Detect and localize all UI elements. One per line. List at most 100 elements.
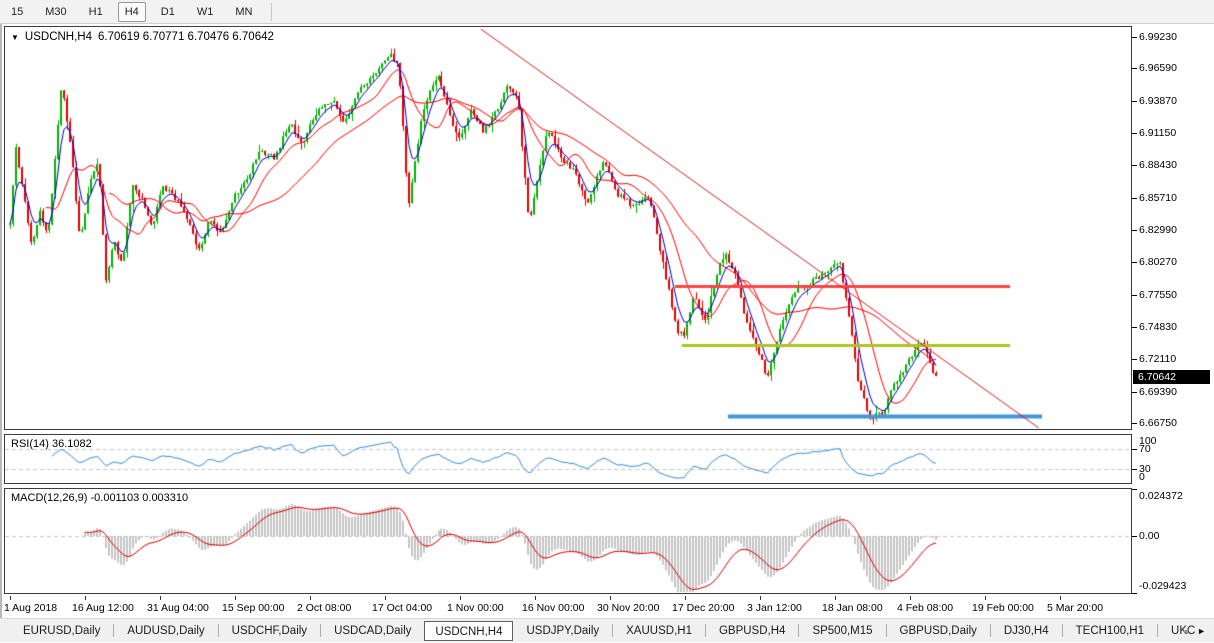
time-axis-tick	[460, 596, 461, 600]
time-axis-tick	[535, 596, 536, 600]
price-scale-label: 6.91150	[1139, 127, 1177, 139]
price-scale-label: 6.93870	[1139, 95, 1177, 107]
rsi-scale-label: 30	[1139, 463, 1151, 475]
price-scale-tick	[1132, 165, 1137, 166]
timeframe-button-m30[interactable]: M30	[45, 5, 67, 18]
price-scale-tick	[1132, 198, 1137, 199]
tab-ukc[interactable]: UKC	[1171, 624, 1196, 637]
rsi-scale-label: 100	[1139, 435, 1157, 447]
chart-title: ▼ USDCNH,H4 6.70619 6.70771 6.70476 6.70…	[11, 31, 274, 43]
tab-eurusd-daily[interactable]: EURUSD,Daily	[23, 624, 101, 637]
time-axis-tick	[160, 596, 161, 600]
tab-gbpusd-daily[interactable]: GBPUSD,Daily	[899, 624, 977, 637]
price-scale-tick	[1132, 68, 1137, 69]
time-axis-label: 19 Feb 00:00	[972, 602, 1034, 614]
time-axis-label: 1 Nov 00:00	[447, 602, 504, 614]
rsi-scale-tick	[1132, 469, 1137, 470]
price-scale-tick	[1132, 423, 1137, 424]
time-axis-tick	[610, 596, 611, 600]
tab-separator	[704, 624, 706, 637]
price-scale-label: 6.72110	[1139, 353, 1177, 365]
price-scale-label: 6.69390	[1139, 386, 1177, 398]
symbol-tab-bar: EURUSD,Daily AUDUSD,Daily USDCHF,Daily USDC…	[0, 618, 1214, 642]
tab-dj30-h4[interactable]: DJ30,H4	[1003, 624, 1049, 637]
tab-usdchf-daily[interactable]: USDCHF,Daily	[231, 624, 308, 637]
rsi-scale-label: 0	[1139, 471, 1145, 483]
macd-name: MACD(12,26,9)	[11, 492, 88, 504]
tab-scroll-right-icon[interactable]: ►	[1197, 626, 1206, 636]
rsi-name: RSI(14)	[11, 438, 49, 450]
tab-usdjpy-daily[interactable]: USDJPY,Daily	[526, 624, 600, 637]
macd-indicator-panel: MACD(12,26,9) -0.001103 0.003310	[4, 488, 1132, 594]
price-scale-tick	[1132, 133, 1137, 134]
tab-separator	[885, 624, 887, 637]
time-axis-label: 1 Aug 2018	[4, 602, 58, 614]
time-axis-tick	[310, 596, 311, 600]
time-axis[interactable]: 1 Aug 2018 16 Aug 12:00 31 Aug 04:00 15 Sep…	[2, 596, 1214, 618]
symbol-tabs: EURUSD,Daily AUDUSD,Daily USDCHF,Daily USDC…	[0, 619, 1208, 643]
price-scale-label: 6.77550	[1139, 289, 1177, 301]
price-scale-tick	[1132, 392, 1137, 393]
tab-audusd-daily[interactable]: AUDUSD,Daily	[127, 624, 205, 637]
time-axis-tick	[235, 596, 236, 600]
price-scale-label: 6.74830	[1139, 321, 1177, 333]
timeframe-button-d1[interactable]: D1	[160, 5, 175, 18]
time-axis-label: 17 Oct 04:00	[372, 602, 433, 614]
price-scale-tick	[1132, 37, 1137, 38]
time-axis-label: 16 Nov 00:00	[522, 602, 585, 614]
macd-scale-label: 0.00	[1139, 530, 1160, 542]
price-scale-label: 6.96590	[1139, 62, 1177, 74]
macd-canvas[interactable]	[5, 489, 1131, 593]
macd-scale-label: -0.029423	[1139, 580, 1187, 592]
toolbar-separator	[271, 2, 273, 21]
tab-separator	[217, 624, 219, 637]
tab-scroll-left-icon[interactable]: ◄	[1181, 626, 1190, 636]
macd-scale-tick	[1132, 489, 1137, 490]
tab-separator	[989, 624, 991, 637]
price-scale-tick	[1132, 262, 1137, 263]
timeframe-buttons: 15 M30 H1 H4 D1 W1 MN	[0, 1, 263, 22]
time-axis-label: 18 Jan 08:00	[822, 602, 883, 614]
time-axis-label: 30 Nov 20:00	[597, 602, 660, 614]
timeframe-button-mn[interactable]: MN	[235, 5, 253, 18]
tab-gbpusd-h4[interactable]: GBPUSD,H4	[718, 624, 786, 637]
macd-label: MACD(12,26,9) -0.001103 0.003310	[11, 492, 188, 504]
time-axis-tick	[760, 596, 761, 600]
tab-usdcad-daily[interactable]: USDCAD,Daily	[334, 624, 412, 637]
time-axis-tick	[910, 596, 911, 600]
tab-tech100-h1[interactable]: TECH100,H1	[1075, 624, 1145, 637]
tab-separator	[320, 624, 322, 637]
rsi-indicator-panel: RSI(14) 36.1082	[4, 434, 1132, 484]
price-chart-panel: ▼ USDCNH,H4 6.70619 6.70771 6.70476 6.70…	[4, 26, 1132, 430]
tab-sp500-m15[interactable]: SP500,M15	[812, 624, 873, 637]
rsi-canvas[interactable]	[5, 435, 1131, 483]
chart-ohlc-values: 6.70619 6.70771 6.70476 6.70642	[98, 31, 274, 43]
tab-separator	[798, 624, 800, 637]
rsi-value: 36.1082	[51, 438, 92, 450]
timeframe-button-h1[interactable]: H1	[88, 5, 103, 18]
time-axis-tick	[385, 596, 386, 600]
timeframe-button-w1[interactable]: W1	[196, 5, 214, 18]
rsi-scale-tick	[1132, 449, 1137, 450]
tab-xauusd-h1[interactable]: XAUUSD,H1	[626, 624, 692, 637]
timeframe-button-15[interactable]: 15	[11, 5, 24, 18]
price-chart-canvas[interactable]	[5, 27, 1131, 429]
chart-window: ▼ USDCNH,H4 6.70619 6.70771 6.70476 6.70…	[0, 24, 1214, 618]
timeframe-button-h4[interactable]: H4	[117, 1, 146, 22]
rsi-label: RSI(14) 36.1082	[11, 438, 92, 450]
time-axis-label: 17 Dec 20:00	[672, 602, 735, 614]
price-scale-label: 6.80270	[1139, 256, 1177, 268]
chart-symbol-timeframe: USDCNH,H4	[24, 31, 93, 43]
price-scale-tick	[1132, 327, 1137, 328]
symbol-dropdown-icon[interactable]: ▼	[11, 32, 19, 42]
price-scale-tick	[1132, 101, 1137, 102]
time-axis-label: 5 Mar 20:00	[1047, 602, 1104, 614]
price-scale[interactable]: 6.99230 6.96590 6.93870 6.91150 6.88430 6.857…	[1132, 24, 1214, 596]
tab-usdcnh-h4[interactable]: USDCNH,H4	[424, 620, 514, 641]
tab-separator	[612, 624, 614, 637]
tab-separator	[1061, 624, 1063, 637]
macd-scale-tick	[1132, 593, 1137, 594]
timeframe-toolbar: 15 M30 H1 H4 D1 W1 MN	[0, 0, 1214, 24]
price-scale-tick	[1132, 295, 1137, 296]
time-axis-label: 3 Jan 12:00	[747, 602, 802, 614]
